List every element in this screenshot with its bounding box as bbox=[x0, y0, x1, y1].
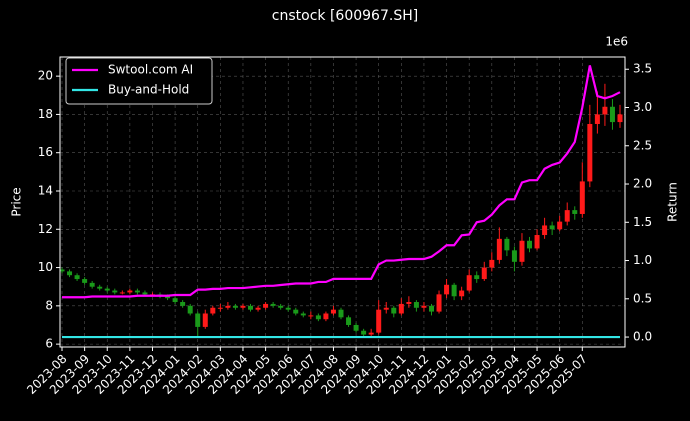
y2-tick-label: 1.0 bbox=[633, 253, 652, 267]
legend-box bbox=[65, 57, 213, 105]
candle-body bbox=[127, 290, 133, 293]
candle-body bbox=[496, 238, 502, 260]
candle-body bbox=[572, 210, 578, 214]
candle-body bbox=[398, 303, 404, 314]
candle-body bbox=[67, 271, 73, 276]
candle-body bbox=[549, 225, 555, 230]
candle-body bbox=[474, 275, 480, 280]
legend-label: Buy-and-Hold bbox=[108, 83, 189, 97]
candle-body bbox=[195, 313, 201, 327]
candle-body bbox=[255, 307, 261, 310]
y-tick-label: 16 bbox=[38, 145, 53, 159]
candle-body bbox=[232, 305, 238, 308]
candle-body bbox=[172, 298, 178, 303]
candle-body bbox=[361, 330, 367, 335]
candle-body bbox=[323, 313, 329, 320]
y2-tick-label: 0.0 bbox=[633, 330, 652, 344]
candle-body bbox=[609, 106, 615, 123]
candle-body bbox=[210, 307, 216, 314]
candle-body bbox=[519, 240, 525, 262]
candle-body bbox=[579, 181, 585, 214]
candle-body bbox=[594, 114, 600, 124]
candle-body bbox=[300, 313, 306, 316]
candle-body bbox=[511, 250, 517, 262]
plot-frame bbox=[59, 56, 626, 348]
candle-body bbox=[89, 282, 95, 287]
candle-body bbox=[564, 210, 570, 222]
candle-body bbox=[481, 267, 487, 280]
candle-body bbox=[165, 296, 171, 299]
candle-body bbox=[346, 317, 352, 325]
candle-body bbox=[142, 292, 148, 295]
candle-body bbox=[602, 106, 608, 115]
candle-body bbox=[240, 305, 246, 308]
candle-body bbox=[338, 309, 344, 318]
candle-body bbox=[293, 309, 299, 314]
y-tick-label: 8 bbox=[45, 298, 53, 312]
candle-body bbox=[112, 290, 118, 293]
y-tick-label: 14 bbox=[38, 183, 53, 197]
y2-tick-label: 3.0 bbox=[633, 100, 652, 114]
candle-body bbox=[308, 315, 314, 317]
candle-body bbox=[225, 305, 231, 308]
candle-body bbox=[330, 309, 336, 314]
y-tick-label: 10 bbox=[38, 260, 53, 274]
candle-body bbox=[489, 259, 495, 268]
candle-body bbox=[391, 307, 397, 314]
candle-body bbox=[217, 307, 223, 309]
candle-body bbox=[134, 290, 140, 293]
candle-body bbox=[119, 292, 125, 294]
y2-tick-label: 2.0 bbox=[633, 177, 652, 191]
candle-body bbox=[587, 123, 593, 182]
y-tick-label: 12 bbox=[38, 222, 53, 236]
candle-body bbox=[436, 294, 442, 312]
candle-body bbox=[527, 240, 533, 249]
y-axis-label: Price bbox=[10, 187, 24, 216]
candle-body bbox=[315, 315, 321, 320]
candle-body bbox=[376, 309, 382, 333]
y-tick-label: 20 bbox=[38, 69, 53, 83]
candle-body bbox=[59, 269, 65, 272]
candle-body bbox=[104, 288, 110, 291]
legend-label: Swtool.com AI bbox=[108, 63, 193, 77]
candle-body bbox=[353, 324, 359, 331]
y2-tick-label: 1.5 bbox=[633, 215, 652, 229]
candle-body bbox=[180, 302, 186, 306]
candle-body bbox=[270, 303, 276, 306]
chart-title: cnstock [600967.SH] bbox=[272, 8, 418, 24]
candle-body bbox=[187, 305, 193, 314]
y-tick-label: 18 bbox=[38, 107, 53, 121]
y2-tick-label: 3.5 bbox=[633, 62, 652, 76]
y2-tick-label: 2.5 bbox=[633, 138, 652, 152]
candle-body bbox=[248, 305, 254, 310]
candle-body bbox=[202, 313, 208, 327]
candle-body bbox=[97, 286, 103, 289]
candle-body bbox=[444, 284, 450, 295]
candle-body bbox=[285, 307, 291, 310]
candle-body bbox=[617, 114, 623, 123]
candle-body bbox=[383, 307, 389, 310]
candle-body bbox=[413, 302, 419, 308]
candle-body bbox=[263, 303, 269, 308]
candle-body bbox=[74, 275, 80, 280]
candle-body bbox=[82, 279, 88, 283]
candle-body bbox=[542, 225, 548, 236]
candle-body bbox=[278, 305, 284, 308]
candle-body bbox=[451, 284, 457, 297]
y2-axis-label: Return bbox=[666, 182, 680, 222]
candle-body bbox=[466, 275, 472, 291]
candle-body bbox=[504, 238, 510, 251]
candle-body bbox=[368, 332, 374, 335]
candle-body bbox=[459, 290, 465, 297]
candle-body bbox=[428, 305, 434, 312]
candle-body bbox=[534, 235, 540, 249]
candle-body bbox=[557, 221, 563, 230]
y2-offset-label: 1e6 bbox=[605, 35, 628, 49]
candle-body bbox=[406, 302, 412, 304]
return-line bbox=[62, 65, 621, 299]
candle-body bbox=[421, 305, 427, 308]
y-tick-label: 6 bbox=[45, 337, 53, 351]
y2-tick-label: 0.5 bbox=[633, 291, 652, 305]
